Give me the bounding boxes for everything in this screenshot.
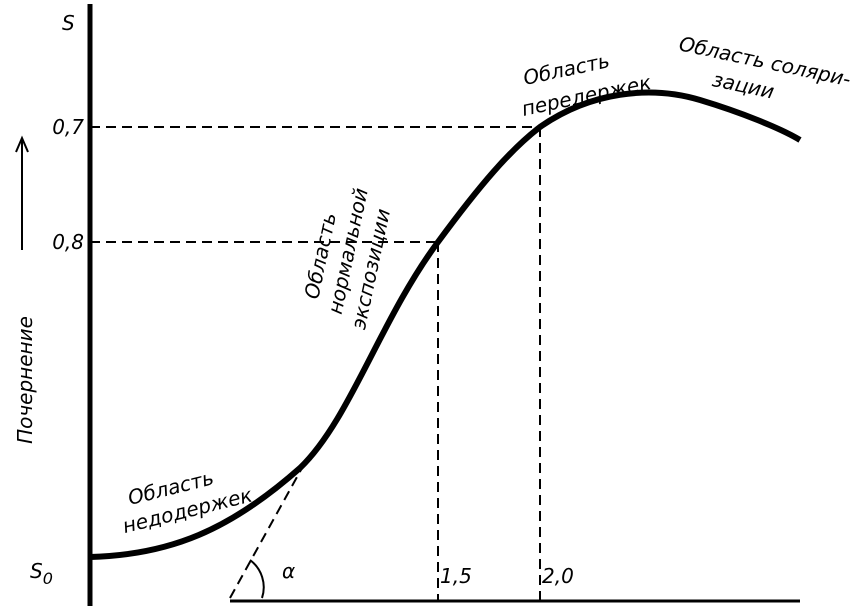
tangent: [229, 467, 303, 599]
x-mark: 2,0: [542, 564, 574, 588]
region-normal: Область нормальной экспозиции: [299, 186, 395, 332]
region-under: Область недодержек: [120, 465, 255, 538]
angle-arc: [249, 559, 265, 599]
arrow-head: [15, 135, 29, 153]
level-label: 0,7: [52, 115, 84, 139]
y-label: Почернение: [13, 316, 37, 444]
region-solar: Область соляри- зации: [677, 31, 853, 103]
characteristic-curve: [89, 89, 802, 560]
top-label: S: [62, 11, 75, 35]
x-mark: 1,5: [440, 564, 472, 588]
level-label: 0,8: [52, 230, 84, 254]
lines: [15, 4, 802, 606]
angle-label: α: [282, 559, 295, 583]
region-over: Область передержек: [519, 48, 653, 121]
bottom-label: S0: [30, 559, 53, 588]
